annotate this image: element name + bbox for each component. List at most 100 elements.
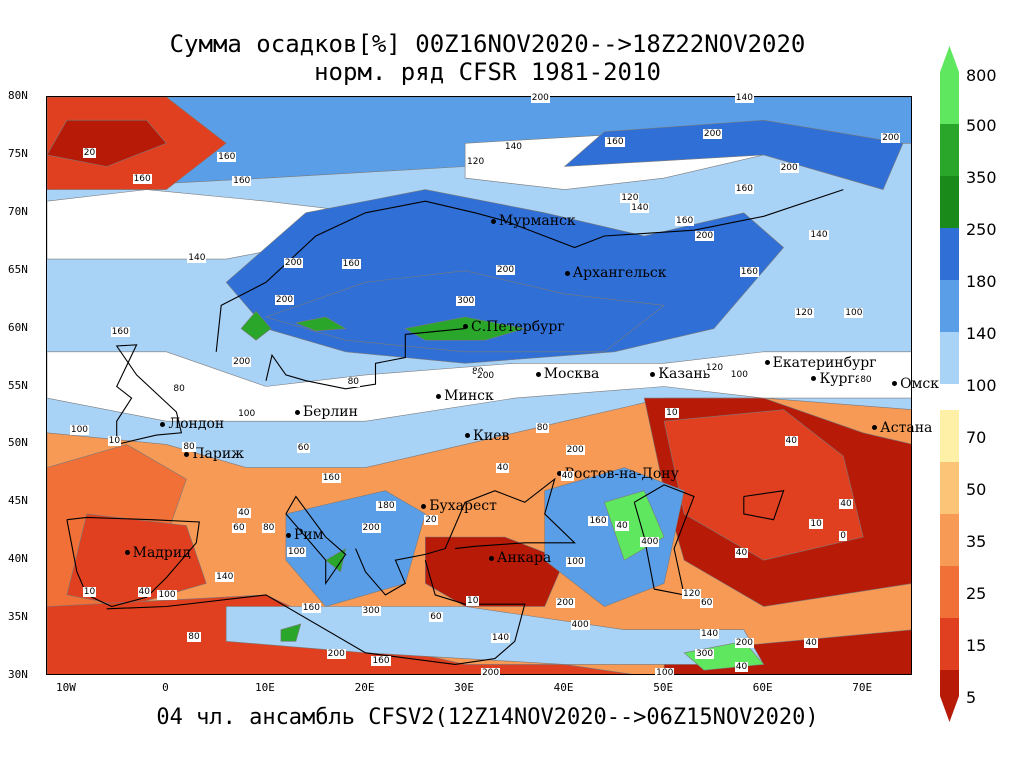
contour-value-label: 200 bbox=[555, 598, 575, 609]
city-label: Рим bbox=[285, 527, 324, 543]
contour-value-label: 10 bbox=[82, 586, 97, 597]
lat-tick-label: 60N bbox=[8, 320, 28, 334]
contour-value-label: 140 bbox=[490, 632, 511, 643]
lat-tick-label: 80N bbox=[8, 89, 28, 102]
legend-label: 15 bbox=[966, 636, 987, 655]
contour-value-label: 20 bbox=[82, 147, 97, 158]
city-dot-icon bbox=[764, 360, 770, 366]
city-name: Омск bbox=[900, 375, 940, 392]
legend-label: 350 bbox=[966, 168, 997, 187]
legend-swatch bbox=[940, 514, 959, 566]
city-name: Париж bbox=[192, 446, 245, 463]
city-name: Анкара bbox=[496, 550, 552, 567]
contour-value-label: 200 bbox=[734, 637, 754, 648]
region-italy-peak bbox=[325, 547, 347, 573]
contour-value-label: 160 bbox=[341, 258, 361, 269]
contour-value-label: 60 bbox=[296, 443, 311, 454]
city-name: Мадрид bbox=[132, 544, 191, 561]
city-name: Берлин bbox=[302, 404, 358, 421]
contour-value-label: 100 bbox=[655, 667, 675, 678]
contour-value-label: 300 bbox=[361, 606, 381, 617]
contour-value-label: 120 bbox=[620, 192, 640, 203]
city-dot-icon bbox=[564, 270, 570, 276]
city-dot-icon bbox=[811, 376, 817, 382]
city-label: Мурманск bbox=[490, 213, 576, 229]
region-normal-belt bbox=[47, 351, 911, 422]
city-dot-icon bbox=[184, 451, 190, 457]
lon-tick-label: 40E bbox=[553, 681, 574, 694]
contour-value-label: 40 bbox=[615, 520, 629, 531]
contour-value-label: 140 bbox=[699, 629, 720, 640]
lat-tick-label: 40N bbox=[8, 552, 28, 566]
contour-value-label: 160 bbox=[675, 216, 695, 227]
region-kara-wet bbox=[563, 119, 904, 190]
city-dot-icon bbox=[872, 425, 878, 430]
legend-label: 140 bbox=[966, 324, 997, 343]
city-label: Киев bbox=[465, 428, 509, 444]
chart-title: Сумма осадков[%] 00Z16NOV2020-->18Z22NOV… bbox=[169, 30, 806, 58]
city-label: Омск bbox=[892, 376, 939, 392]
contour-value-label: 100 bbox=[157, 590, 177, 601]
coastline-6 bbox=[106, 560, 526, 665]
contour-value-label: 40 bbox=[734, 661, 749, 672]
contour-value-label: 80 bbox=[182, 441, 196, 452]
legend-swatch bbox=[940, 384, 959, 410]
contour-value-label: 140 bbox=[809, 229, 829, 240]
color-legend: 800 500 350 250 180 140 100 70 50 35 25 15 5 bbox=[940, 44, 1020, 724]
coastline-1 bbox=[115, 344, 183, 445]
region-sicily-peak bbox=[280, 623, 302, 642]
legend-label: 180 bbox=[966, 272, 997, 291]
contour-value-label: 160 bbox=[110, 327, 130, 338]
city-name: Минск bbox=[444, 388, 494, 405]
city-label: Екатеринбург bbox=[764, 355, 877, 371]
contour-value-label: 200 bbox=[480, 667, 501, 678]
city-dot-icon bbox=[124, 550, 130, 556]
city-name: Киев bbox=[473, 427, 510, 444]
city-label: Архангельск bbox=[564, 265, 666, 281]
contour-value-label: 80 bbox=[172, 383, 186, 394]
contour-value-label: 140 bbox=[734, 93, 754, 104]
contour-value-label: 200 bbox=[694, 231, 715, 242]
city-dot-icon bbox=[535, 371, 541, 377]
city-name: Астана bbox=[880, 419, 933, 436]
contour-value-label: 200 bbox=[475, 371, 496, 382]
contour-value-label: 60 bbox=[429, 612, 443, 623]
contour-value-label: 40 bbox=[734, 548, 749, 559]
legend-swatch bbox=[940, 332, 959, 384]
contour-value-label: 80 bbox=[187, 631, 201, 642]
contour-value-label: 300 bbox=[456, 295, 476, 306]
city-label: Анкара bbox=[488, 550, 552, 567]
legend-swatch bbox=[940, 124, 959, 176]
contour-value-label: 10 bbox=[466, 595, 480, 606]
city-dot-icon bbox=[556, 471, 562, 477]
legend-bar bbox=[940, 46, 959, 722]
legend-swatch bbox=[940, 462, 959, 514]
contour-value-label: 40 bbox=[784, 436, 798, 447]
legend-swatch bbox=[940, 228, 959, 280]
city-dot-icon bbox=[436, 393, 442, 399]
contour-value-label: 40 bbox=[560, 470, 575, 481]
contour-value-label: 100 bbox=[729, 370, 749, 381]
contour-value-label: 100 bbox=[286, 547, 307, 558]
contour-value-label: 40 bbox=[237, 507, 251, 518]
city-name: Лондон bbox=[168, 416, 225, 433]
city-dot-icon bbox=[892, 381, 898, 386]
contour-value-label: 400 bbox=[570, 620, 590, 631]
contour-value-label: 20 bbox=[424, 514, 438, 525]
contour-value-label: 80 bbox=[859, 374, 873, 385]
legend-swatch bbox=[940, 280, 959, 332]
contour-value-label: 200 bbox=[495, 264, 516, 275]
contour-value-label: 40 bbox=[839, 498, 853, 509]
contour-value-label: 80 bbox=[261, 522, 276, 533]
contour-value-label: 400 bbox=[640, 536, 660, 547]
city-dot-icon bbox=[160, 421, 166, 427]
legend-label: 5 bbox=[966, 688, 977, 707]
legend-label: 100 bbox=[966, 376, 997, 395]
region-norway-peak bbox=[240, 310, 272, 341]
legend-label: 500 bbox=[966, 116, 997, 135]
contour-value-label: 100 bbox=[565, 556, 585, 567]
legend-label: 70 bbox=[966, 428, 987, 447]
ensemble-footer: 04 чл. ансамбль CFSV2(12Z14NOV2020-->06Z… bbox=[156, 705, 819, 730]
contour-value-label: 160 bbox=[734, 183, 754, 194]
contour-value-label: 200 bbox=[274, 294, 295, 305]
